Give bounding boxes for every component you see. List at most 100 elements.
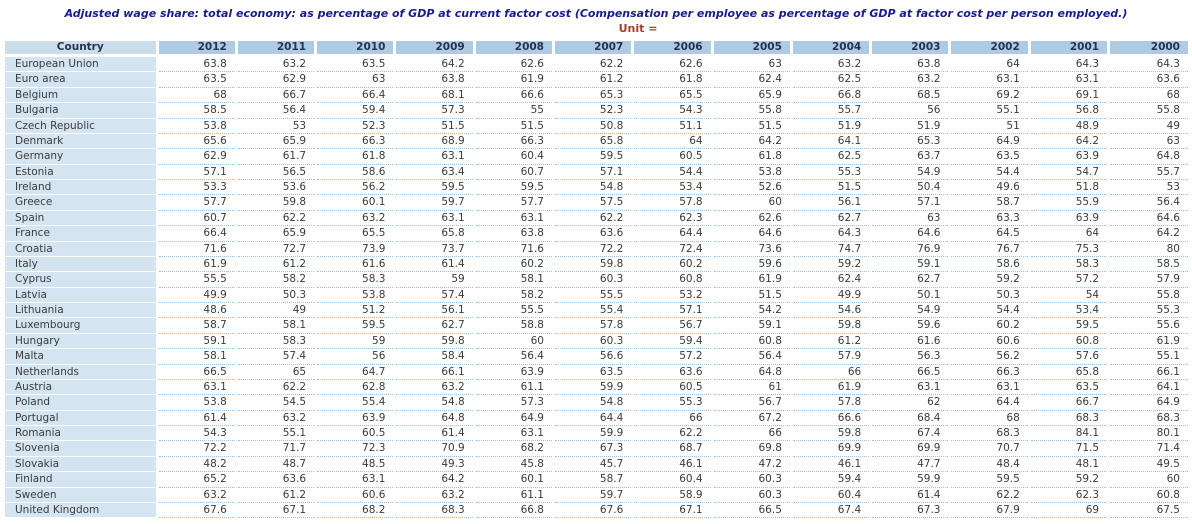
value-cell: 66.1 (1107, 364, 1188, 380)
value-cell: 60.7 (155, 210, 237, 227)
value-cell: 72.2 (155, 440, 237, 457)
value-cell: 51.5 (393, 118, 475, 134)
value-cell: 61.4 (155, 410, 237, 427)
value-cell: 63.2 (393, 487, 475, 503)
value-cell: 59.1 (710, 317, 792, 334)
value-cell: 66.8 (472, 502, 554, 519)
value-cell: 67.3 (551, 440, 633, 457)
value-cell: 55.3 (631, 394, 713, 411)
value-cell: 59.6 (869, 317, 950, 334)
year-header-cell: 2009 (393, 41, 475, 57)
value-cell: 63.2 (234, 55, 316, 73)
value-cell: 45.8 (472, 456, 554, 473)
value-cell: 74.7 (789, 241, 871, 257)
value-cell: 53.8 (155, 118, 237, 134)
value-cell: 68.7 (631, 440, 713, 457)
value-cell: 55.1 (948, 102, 1030, 119)
value-cell: 64.4 (948, 394, 1030, 411)
value-cell: 61.4 (393, 425, 475, 442)
unit-label: Unit = (618, 22, 658, 35)
value-cell: 58.4 (393, 348, 475, 365)
value-cell: 66.4 (314, 87, 395, 104)
value-cell: 49.9 (789, 287, 871, 304)
value-cell: 76.7 (948, 241, 1030, 257)
value-cell: 51.1 (631, 118, 713, 134)
value-cell: 52.3 (314, 118, 395, 134)
value-cell: 58.2 (234, 271, 316, 288)
value-cell: 71.5 (1027, 440, 1109, 457)
value-cell: 57.1 (551, 164, 633, 181)
value-cell: 56.7 (631, 317, 713, 334)
value-cell: 64.3 (1027, 55, 1109, 73)
value-cell: 60.6 (314, 487, 395, 503)
value-cell: 69.9 (789, 440, 871, 457)
value-cell: 71.6 (155, 241, 237, 257)
value-cell: 65.2 (155, 471, 237, 488)
value-cell: 48.9 (1027, 118, 1109, 134)
value-cell: 61.1 (472, 379, 554, 396)
value-cell: 63.2 (155, 487, 237, 503)
value-cell: 54.3 (631, 102, 713, 119)
value-cell: 60.3 (551, 271, 633, 288)
table-row: Germany 62.9 61.7 61.8 63.1 60.4 59.5 60.5 61.8 6… (5, 148, 1188, 165)
value-cell: 63 (314, 71, 395, 88)
value-cell: 47.2 (710, 456, 792, 473)
value-cell: 53.8 (710, 164, 792, 181)
value-cell: 55.1 (1107, 348, 1188, 365)
value-cell: 59.9 (551, 379, 633, 396)
value-cell: 53.8 (314, 287, 395, 304)
value-cell: 61.6 (869, 333, 950, 350)
value-cell: 54.7 (1027, 164, 1109, 181)
value-cell: 59.6 (710, 256, 792, 273)
value-cell: 68.4 (869, 410, 950, 427)
table-row: Bulgaria 58.5 56.4 59.4 57.3 55 52.3 54.3 55.8 55… (5, 102, 1188, 119)
value-cell: 56.1 (789, 194, 871, 211)
country-header-cell: Country (5, 41, 158, 57)
value-cell: 80 (1107, 241, 1188, 257)
value-cell: 60.4 (631, 471, 713, 488)
value-cell: 55.8 (710, 102, 792, 119)
value-cell: 62.2 (551, 210, 633, 227)
value-cell: 67.6 (155, 502, 237, 519)
value-cell: 58.5 (155, 102, 237, 119)
country-cell: Romania (5, 425, 158, 442)
value-cell: 65.8 (393, 225, 475, 242)
value-cell: 57.6 (1027, 348, 1109, 365)
value-cell: 54.4 (948, 302, 1030, 319)
value-cell: 62.5 (789, 148, 871, 165)
value-cell: 50.3 (948, 287, 1030, 304)
value-cell: 53 (234, 118, 316, 134)
value-cell: 56.4 (472, 348, 554, 365)
value-cell: 66.7 (1027, 394, 1109, 411)
value-cell: 48.7 (234, 456, 316, 473)
country-cell: Czech Republic (5, 118, 158, 134)
value-cell: 49.3 (393, 456, 475, 473)
value-cell: 58.5 (1107, 256, 1188, 273)
value-cell: 67.2 (710, 410, 792, 427)
value-cell: 64.5 (948, 225, 1030, 242)
value-cell: 64.6 (1107, 210, 1188, 227)
value-cell: 64 (1027, 225, 1109, 242)
value-cell: 62.6 (710, 210, 792, 227)
year-header-cell: 2008 (472, 41, 554, 57)
value-cell: 62.2 (631, 425, 713, 442)
value-cell: 59.8 (234, 194, 316, 211)
value-cell: 60.4 (472, 148, 554, 165)
value-cell: 65.8 (1027, 364, 1109, 380)
country-cell: Denmark (5, 133, 158, 150)
value-cell: 59.4 (631, 333, 713, 350)
country-cell: Sweden (5, 487, 158, 503)
value-cell: 56.2 (948, 348, 1030, 365)
value-cell: 65.9 (234, 225, 316, 242)
value-cell: 58.3 (314, 271, 395, 288)
value-cell: 53.2 (631, 287, 713, 304)
value-cell: 57.7 (155, 194, 237, 211)
table-row: Sweden 63.2 61.2 60.6 63.2 61.1 59.7 58.9 60.3 60… (5, 487, 1188, 503)
value-cell: 51.9 (789, 118, 871, 134)
value-cell: 61.8 (631, 71, 713, 88)
country-cell: European Union (5, 55, 158, 73)
value-cell: 58.1 (472, 271, 554, 288)
value-cell: 53.6 (234, 179, 316, 196)
value-cell: 59.8 (551, 256, 633, 273)
value-cell: 60.8 (1107, 487, 1188, 503)
